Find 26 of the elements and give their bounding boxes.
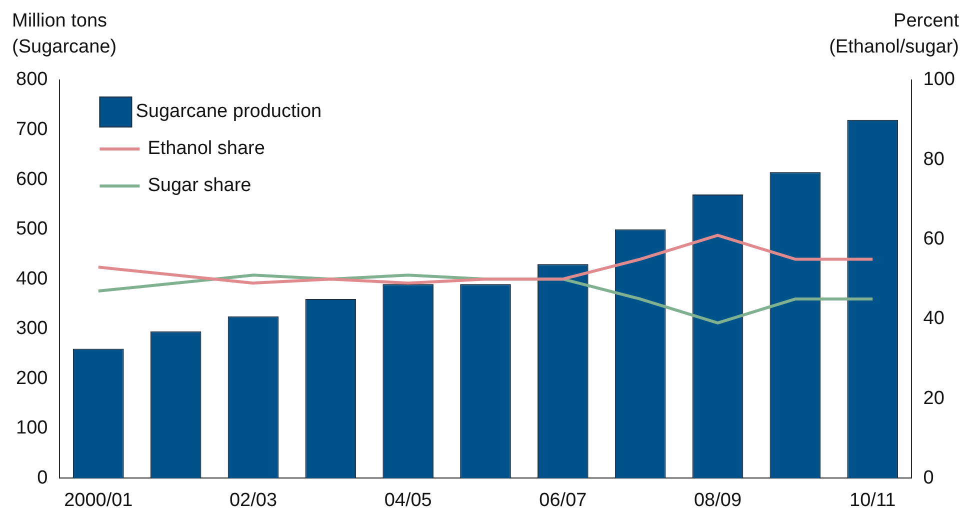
x-tick-label: 04/05 (384, 490, 432, 511)
x-tick-label: 08/09 (694, 490, 742, 511)
y-tick-label: 0 (37, 467, 48, 488)
y2-tick-label: 80 (923, 148, 944, 170)
x-tick-label: 06/07 (539, 490, 587, 511)
y2-tick-label: 60 (923, 228, 944, 250)
legend-label: Sugarcane production (136, 101, 322, 122)
y2-tick-label: 100 (923, 69, 955, 90)
y-tick-label: 300 (16, 318, 48, 340)
x-tick-label: 10/11 (850, 490, 896, 511)
y-tick-label: 600 (16, 168, 48, 190)
y-tick-label: 400 (16, 268, 48, 290)
y-tick-label: 700 (16, 119, 48, 140)
x-tick-label: 2000/01 (64, 490, 133, 511)
y2-axis-title: Percent (Ethanol/sugar) (829, 10, 960, 58)
y-tick-label: 500 (16, 218, 48, 240)
legend-label: Ethanol share (148, 138, 265, 160)
y2-tick-label: 40 (923, 308, 944, 330)
y-axis-title: Million tons (Sugarcane) (12, 10, 117, 58)
y-tick-label: 800 (16, 69, 48, 90)
y-tick-label: 100 (16, 418, 48, 439)
y-tick-label: 200 (16, 368, 48, 389)
y2-tick-label: 20 (923, 388, 944, 409)
y2-tick-label: 0 (923, 467, 934, 488)
legend-label: Sugar share (148, 175, 252, 196)
x-tick-label: 02/03 (229, 490, 278, 511)
